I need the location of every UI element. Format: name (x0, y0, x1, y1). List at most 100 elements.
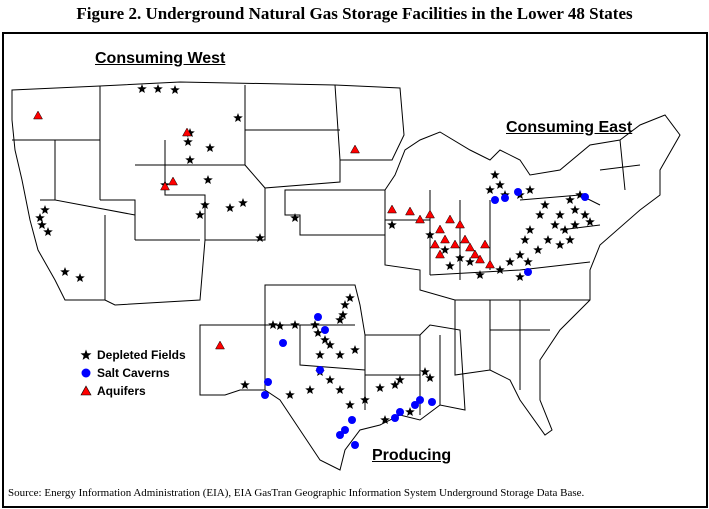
depleted-field-marker (555, 240, 565, 249)
depleted-field-marker (170, 85, 180, 94)
depleted-field-marker (195, 210, 205, 219)
depleted-field-marker (290, 213, 300, 222)
legend-item-salt-caverns: Salt Caverns (80, 364, 186, 382)
depleted-field-marker (540, 200, 550, 209)
depleted-field-marker (238, 198, 248, 207)
depleted-field-marker (535, 210, 545, 219)
aquifer-marker (435, 224, 445, 234)
aquifer-marker (455, 219, 465, 229)
depleted-field-marker (440, 245, 450, 254)
salt-cavern-marker (416, 396, 424, 404)
aquifer-marker (387, 204, 397, 214)
aquifer-marker (435, 249, 445, 259)
salt-cavern-marker (396, 408, 404, 416)
depleted-field-marker (340, 300, 350, 309)
depleted-field-marker (153, 84, 163, 93)
aquifer-marker (460, 234, 470, 244)
depleted-field-marker (205, 143, 215, 152)
legend-label: Depleted Fields (97, 348, 186, 362)
depleted-field-marker (455, 253, 465, 262)
depleted-field-marker (268, 320, 278, 329)
region-label-producing: Producing (372, 447, 452, 464)
depleted-field-marker (515, 250, 525, 259)
aquifer-marker (480, 239, 490, 249)
aquifer-marker (425, 209, 435, 219)
map-frame (2, 32, 708, 508)
state-borders-producing (264, 285, 441, 415)
figure-title: Figure 2. Underground Natural Gas Storag… (76, 4, 633, 23)
salt-cavern-marker (348, 416, 356, 424)
depleted-field-marker (185, 155, 195, 164)
aquifer-marker (350, 144, 360, 154)
depleted-field-marker (335, 315, 345, 324)
depleted-field-marker (137, 84, 147, 93)
depleted-field-marker (523, 257, 533, 266)
salt-cavern-marker (336, 431, 344, 439)
aquifer-marker (405, 206, 415, 216)
depleted-field-marker (320, 335, 330, 344)
aquifer-marker (160, 181, 170, 191)
depleted-field-marker (315, 350, 325, 359)
aquifer-marker (450, 239, 460, 249)
salt-cavern-marker (351, 441, 359, 449)
aquifer-marker (168, 176, 178, 186)
depleted-field-marker (310, 320, 320, 329)
depleted-field-marker (35, 213, 45, 222)
aquifer-marker (182, 127, 192, 137)
source-note: Source: Energy Information Administratio… (8, 487, 585, 499)
aquifer-marker (485, 259, 495, 269)
legend-label: Salt Caverns (97, 366, 170, 380)
depleted-field-marker (380, 415, 390, 424)
salt-cavern-marker (279, 339, 287, 347)
depleted-field-marker (425, 373, 435, 382)
depleted-field-marker (495, 265, 505, 274)
salt-cavern-marker (524, 268, 532, 276)
aquifer-marker (445, 214, 455, 224)
salt-cavern-marker (264, 378, 272, 386)
depleted-field-marker (570, 220, 580, 229)
aquifer-marker (430, 239, 440, 249)
aquifer-marker (465, 242, 475, 252)
depleted-field-marker (313, 328, 323, 337)
depleted-field-marker (525, 185, 535, 194)
depleted-field-marker (490, 170, 500, 179)
depleted-field-marker (375, 383, 385, 392)
depleted-field-marker (565, 235, 575, 244)
depleted-field-marker (240, 380, 250, 389)
salt-cavern-marker (261, 391, 269, 399)
depleted-field-marker (550, 220, 560, 229)
depleted-field-marker (350, 345, 360, 354)
depleted-field-marker (405, 407, 415, 416)
depleted-field-marker (465, 257, 475, 266)
depleted-field-marker (40, 205, 50, 214)
depleted-field-marker (575, 190, 585, 199)
depleted-field-marker (338, 310, 348, 319)
depleted-field-marker (360, 395, 370, 404)
depleted-field-marker (387, 220, 397, 229)
depleted-field-marker (290, 320, 300, 329)
legend-label: Aquifers (97, 384, 146, 398)
triangle-icon (80, 385, 92, 396)
depleted-field-marker (285, 390, 295, 399)
salt-cavern-marker (314, 313, 322, 321)
depleted-field-marker (580, 210, 590, 219)
depleted-field-marker (475, 270, 485, 279)
depleted-field-marker (305, 385, 315, 394)
salt-cavern-marker (321, 326, 329, 334)
depleted-field-marker (75, 273, 85, 282)
depleted-field-marker (255, 233, 265, 242)
depleted-field-marker (43, 227, 53, 236)
aquifer-marker (33, 110, 43, 120)
salt-cavern-marker (316, 366, 324, 374)
salt-cavern-marker (491, 196, 499, 204)
legend-item-aquifers: Aquifers (80, 382, 186, 400)
salt-cavern-marker (341, 426, 349, 434)
aquifer-marker (470, 249, 480, 259)
state-borders-west (12, 84, 341, 300)
salt-cavern-marker (428, 398, 436, 406)
depleted-field-marker (183, 137, 193, 146)
depleted-field-marker (445, 261, 455, 270)
depleted-field-marker (425, 230, 435, 239)
depleted-field-marker (565, 195, 575, 204)
